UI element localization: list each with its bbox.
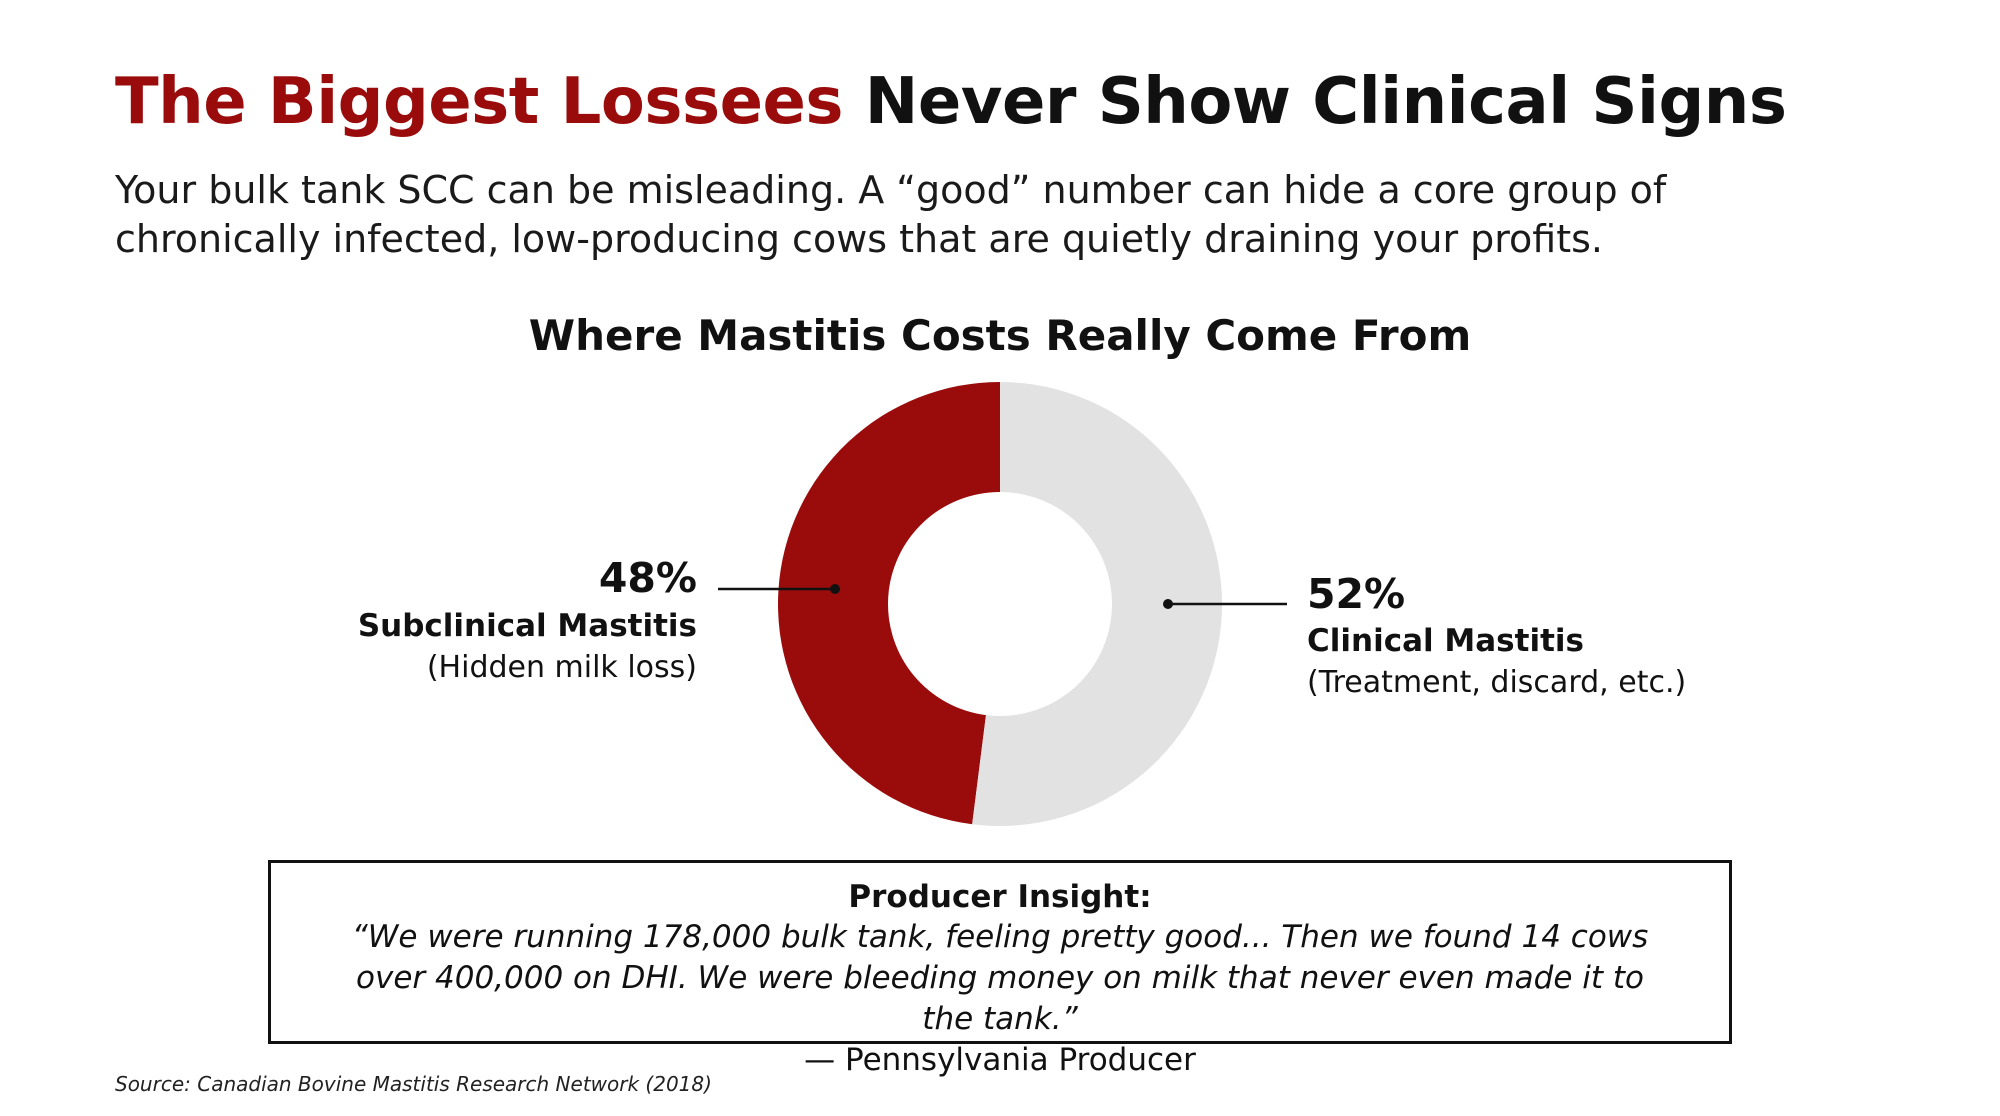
insight-title: Producer Insight: bbox=[848, 879, 1152, 915]
slice-note-subclinical: (Hidden milk loss) bbox=[427, 650, 697, 685]
donut-slices bbox=[777, 382, 1222, 826]
leader-lines bbox=[718, 584, 1287, 609]
slice-subclinical bbox=[777, 382, 1000, 825]
slice-label-subclinical: Subclinical Mastitis bbox=[358, 608, 697, 644]
insight-attribution: — Pennsylvania Producer bbox=[804, 1042, 1196, 1078]
slice-note-clinical: (Treatment, discard, etc.) bbox=[1307, 665, 1686, 700]
source-note: Source: Canadian Bovine Mastitis Researc… bbox=[115, 1072, 712, 1096]
headline-rest: Never Show Clinical Signs bbox=[864, 65, 1787, 139]
slice-label-clinical: Clinical Mastitis bbox=[1307, 623, 1584, 659]
insight-quote: “We were running 178,000 bulk tank, feel… bbox=[351, 919, 1649, 1037]
slice-value-subclinical: 48% bbox=[599, 554, 697, 602]
subclinical-leader-dot bbox=[830, 584, 840, 594]
subtitle: Your bulk tank SCC can be misleading. A … bbox=[115, 168, 1667, 261]
slice-clinical bbox=[972, 382, 1222, 826]
clinical-leader-dot bbox=[1163, 599, 1173, 609]
chart-title: Where Mastitis Costs Really Come From bbox=[529, 311, 1471, 360]
slice-value-clinical: 52% bbox=[1307, 570, 1405, 618]
producer-insight-box: Producer Insight: “We were running 178,0… bbox=[268, 860, 1732, 1078]
headline-accent: The Biggest Lossees bbox=[115, 65, 843, 139]
headline: The Biggest Lossees Never Show Clinical … bbox=[115, 62, 1787, 142]
